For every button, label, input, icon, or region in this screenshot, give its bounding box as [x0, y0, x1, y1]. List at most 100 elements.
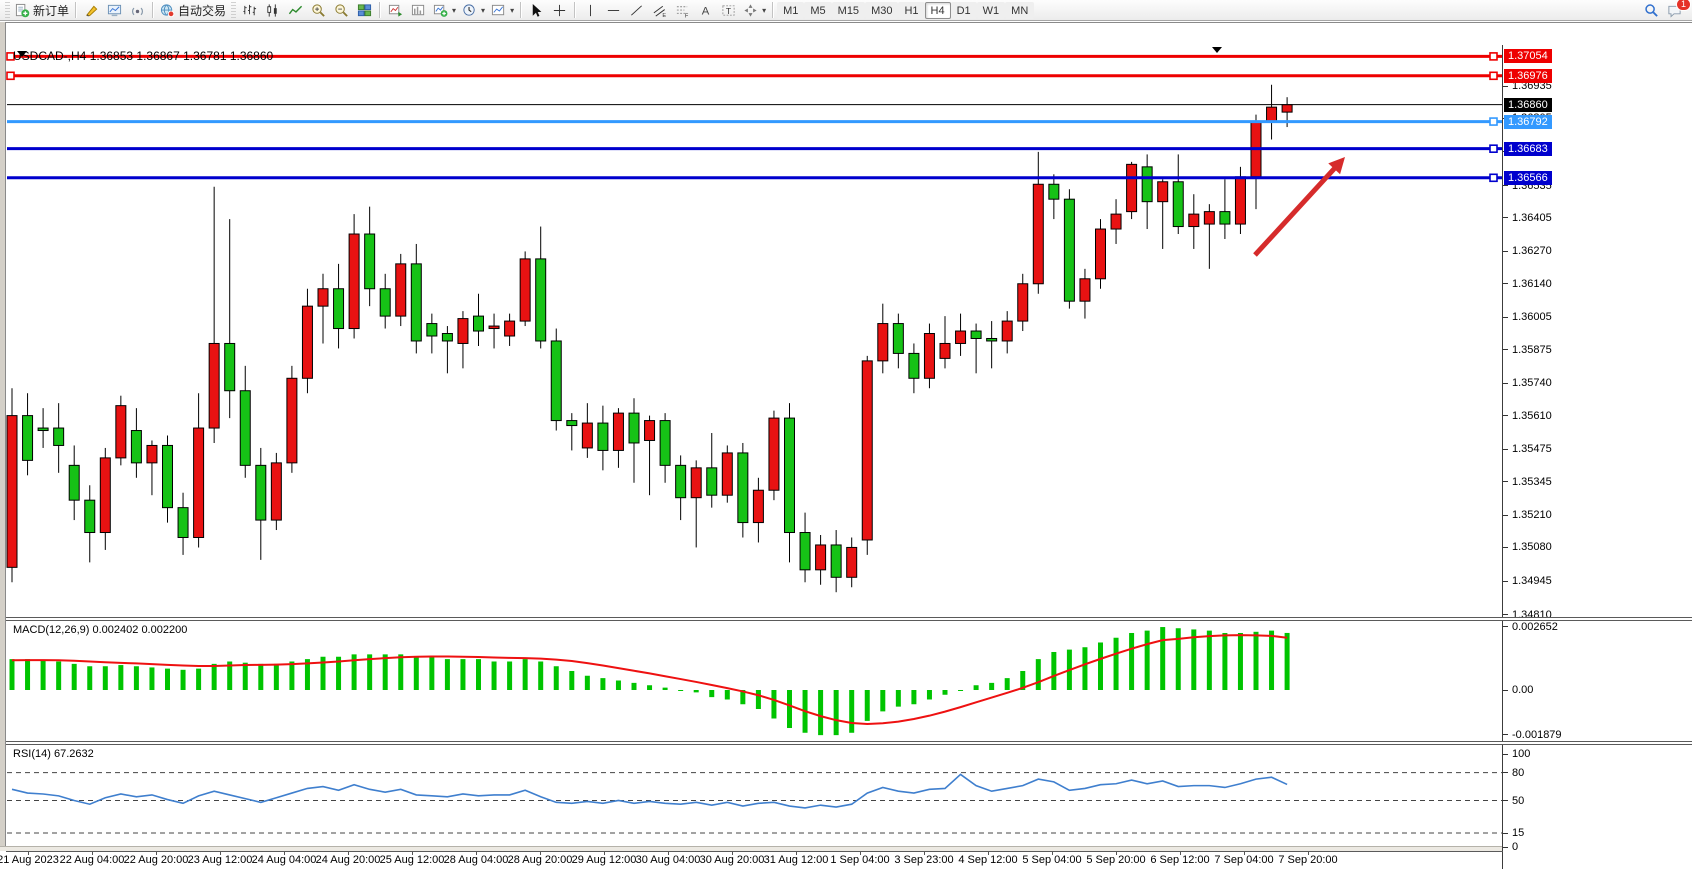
- timeframe-m30[interactable]: M30: [865, 1, 899, 19]
- price-tick: [1503, 283, 1508, 285]
- toolbar-separator: [520, 2, 523, 18]
- price-chart-pane[interactable]: [0, 45, 1502, 618]
- macd-histogram-bar: [522, 659, 528, 690]
- cursor-button[interactable]: [525, 1, 548, 20]
- macd-histogram-bar: [1082, 647, 1088, 690]
- candle-body: [177, 507, 189, 538]
- line-anchor-square[interactable]: [1489, 144, 1498, 153]
- candle-body: [1188, 213, 1200, 228]
- candle-body: [955, 330, 967, 344]
- candle-body: [1001, 320, 1013, 342]
- line-anchor-square[interactable]: [1489, 52, 1498, 61]
- timeframe-mn[interactable]: MN: [1005, 1, 1035, 19]
- rsi-scale-tick: [1503, 846, 1508, 848]
- indicators-button[interactable]: ▾: [430, 1, 459, 20]
- templates-button[interactable]: ▾: [488, 1, 517, 20]
- equidistant-channel-button[interactable]: E: [648, 1, 671, 20]
- text-label-button[interactable]: T: [717, 1, 740, 20]
- timeframe-m5[interactable]: M5: [804, 1, 832, 19]
- arrows-icon: [743, 3, 758, 18]
- styler-button[interactable]: [80, 1, 103, 20]
- horizontal-line-button[interactable]: [602, 1, 625, 20]
- timeframe-h1[interactable]: H1: [898, 1, 925, 19]
- vertical-line-button[interactable]: [579, 1, 602, 20]
- signal-button[interactable]: [126, 1, 149, 20]
- candle-body: [597, 422, 609, 451]
- candle-body: [224, 342, 236, 392]
- price-tick-label: 1.36005: [1512, 311, 1552, 324]
- rsi-pane[interactable]: [0, 744, 1502, 851]
- pane-divider[interactable]: [6, 617, 1692, 621]
- rsi-scale-label: 50: [1512, 794, 1525, 807]
- candle-body: [348, 233, 360, 330]
- timeframe-w1[interactable]: W1: [976, 1, 1006, 19]
- timeframe-d1[interactable]: D1: [950, 1, 977, 19]
- periods-button[interactable]: ▾: [459, 1, 488, 20]
- macd-histogram-bar: [211, 663, 217, 690]
- fibonacci-button[interactable]: F: [671, 1, 694, 20]
- timeframe-h4[interactable]: H4: [924, 1, 951, 19]
- tile-windows-button[interactable]: [353, 1, 376, 20]
- trendline-button[interactable]: [625, 1, 648, 20]
- macd-histogram-bar: [1004, 678, 1010, 690]
- macd-histogram-bar: [709, 690, 715, 698]
- annotation-arrow-head[interactable]: [1328, 157, 1345, 175]
- macd-histogram-bar: [25, 659, 31, 690]
- candle-body: [939, 342, 951, 359]
- notifications-button[interactable]: 1: [1663, 0, 1691, 20]
- line-chart-button[interactable]: [284, 1, 307, 20]
- candle-body: [441, 333, 453, 342]
- chevron-down-icon: ▾: [481, 5, 486, 15]
- date-tick-label: 31 Aug 12:00: [763, 854, 829, 866]
- pane-divider[interactable]: [6, 741, 1692, 745]
- line-anchor-square[interactable]: [1489, 173, 1498, 183]
- timeframe-m1[interactable]: M1: [777, 1, 805, 19]
- zoom-in-button[interactable]: [307, 1, 330, 20]
- macd-pane[interactable]: [0, 620, 1502, 742]
- toolbar-grip[interactable]: [5, 2, 10, 18]
- annotation-arrow[interactable]: [1253, 164, 1339, 257]
- macd-histogram-bar: [133, 666, 139, 690]
- candle-body: [162, 444, 173, 509]
- line-anchor-square[interactable]: [1489, 71, 1498, 81]
- date-axis[interactable]: 21 Aug 2023 22 Aug 04:00 22 Aug 20:00 23 Au…: [0, 851, 1502, 869]
- macd-histogram-bar: [958, 690, 964, 691]
- candle-body: [721, 452, 733, 496]
- zoom-in-icon: [311, 3, 326, 18]
- price-tick-label: 1.36405: [1512, 211, 1552, 224]
- macd-histogram-bar: [631, 682, 637, 690]
- autotrading-button[interactable]: 自动交易: [157, 1, 229, 20]
- chart-shift-marker[interactable]: [1212, 47, 1222, 53]
- macd-histogram-bar: [149, 667, 155, 690]
- toolbar: 新订单 自动交易: [0, 0, 1692, 21]
- timeframe-m15[interactable]: M15: [831, 1, 866, 19]
- arrows-button[interactable]: ▾: [740, 1, 769, 20]
- vertical-line-icon: [583, 3, 598, 18]
- rsi-scale-tick: [1503, 753, 1508, 755]
- new-order-button[interactable]: 新订单: [12, 1, 72, 20]
- macd-histogram-bar: [476, 659, 481, 690]
- chart-window-button[interactable]: [103, 1, 126, 20]
- price-axis[interactable]: 1.369351.368051.366701.365351.364051.362…: [1502, 45, 1692, 869]
- cursor-icon: [529, 3, 544, 18]
- macd-histogram-bar: [1020, 670, 1026, 690]
- rsi-scale-label: 0: [1512, 841, 1519, 853]
- chart-profile-button[interactable]: [407, 1, 430, 20]
- crosshair-button[interactable]: [548, 1, 571, 20]
- text-button[interactable]: A: [694, 1, 717, 20]
- candle-body: [1172, 181, 1184, 228]
- zoom-out-button[interactable]: [330, 1, 353, 20]
- macd-histogram-bar: [242, 662, 248, 690]
- line-anchor-square[interactable]: [6, 52, 15, 61]
- macd-histogram-bar: [553, 666, 559, 690]
- search-button[interactable]: [1640, 1, 1663, 20]
- bar-chart-button[interactable]: [238, 1, 261, 20]
- line-anchor-square[interactable]: [6, 71, 15, 81]
- line-anchor-square[interactable]: [1489, 117, 1498, 126]
- toolbar-grip[interactable]: [231, 2, 237, 18]
- candle-body: [364, 233, 376, 290]
- step-forward-button[interactable]: [384, 1, 407, 20]
- candle-body: [270, 462, 282, 521]
- candlestick-chart-button[interactable]: [261, 1, 284, 20]
